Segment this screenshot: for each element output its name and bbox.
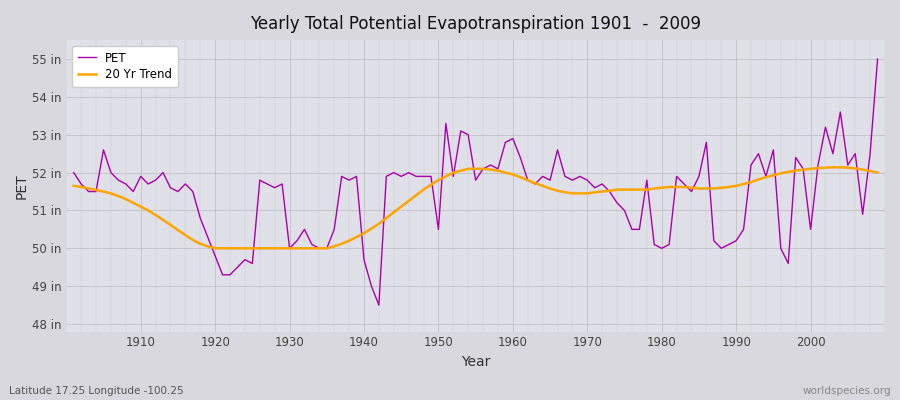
Legend: PET, 20 Yr Trend: PET, 20 Yr Trend <box>72 46 178 87</box>
Text: worldspecies.org: worldspecies.org <box>803 386 891 396</box>
Title: Yearly Total Potential Evapotranspiration 1901  -  2009: Yearly Total Potential Evapotranspiratio… <box>250 15 701 33</box>
Y-axis label: PET: PET <box>15 173 29 199</box>
Text: Latitude 17.25 Longitude -100.25: Latitude 17.25 Longitude -100.25 <box>9 386 184 396</box>
X-axis label: Year: Year <box>461 355 491 369</box>
